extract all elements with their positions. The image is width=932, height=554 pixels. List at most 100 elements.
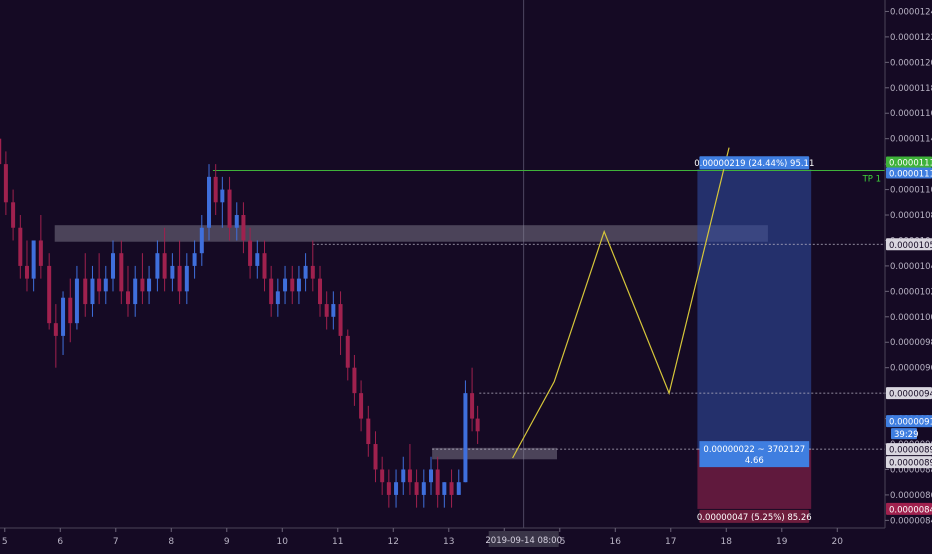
y-tick-label: 0.00000960 (890, 364, 932, 374)
x-tick-label: 7 (113, 537, 119, 547)
candle-body (147, 278, 152, 292)
axis-tag-target-bg (886, 167, 932, 179)
y-tick-label: 0.00000840 (890, 516, 932, 526)
candle-body (140, 278, 145, 292)
candle-body (241, 215, 246, 241)
candle-body (269, 278, 274, 305)
zones-layer (54, 225, 768, 460)
position-entry-label: 0.00000022 ~ 3702127 (703, 445, 805, 455)
labels-layer: 0.00000219 (24.44%) 95.11 0.00000022 ~ 37… (694, 156, 932, 523)
candle-body (11, 202, 16, 228)
candle-body (0, 138, 2, 165)
y-tick-label: 0.00001220 (890, 33, 932, 43)
candle-body (429, 469, 434, 483)
axis-tag-resistance: 0.00001057 (889, 241, 932, 251)
candle-body (463, 393, 468, 483)
y-tick-label: 0.00001040 (890, 262, 932, 272)
candle-body (296, 278, 301, 292)
x-tick-label: 6 (57, 537, 63, 547)
x-tick-label: 16 (610, 537, 622, 547)
axis-tag-countdown: 39:29 (894, 430, 919, 440)
x-tick-label: 18 (721, 537, 733, 547)
candle-body (192, 253, 197, 266)
candle-body (324, 304, 329, 317)
candle-body (442, 482, 447, 495)
candle-body (24, 265, 29, 279)
projection-path (512, 147, 730, 459)
candle-body (53, 323, 58, 336)
axis-tag-entry-2: 0.00000896 (889, 459, 932, 469)
candle-body (234, 215, 239, 228)
sr-zone (432, 447, 557, 460)
candle-body (345, 335, 350, 368)
axis-tag-current: 0.00000918 (889, 418, 932, 428)
candle-body (394, 482, 399, 495)
cursor-date-bg (488, 531, 559, 547)
candle-body (407, 469, 412, 483)
candle-body (47, 265, 52, 324)
axis-tag-entry-bg (886, 443, 932, 456)
candle-body (401, 469, 406, 483)
axis-tag-target: 0.00001115 (889, 169, 932, 179)
axis-tag-tp-bg (886, 156, 932, 168)
candle-body (68, 297, 73, 324)
x-tick-label: 15 (554, 537, 565, 547)
axis-tag-support: 0.00000940 (889, 390, 932, 400)
candle-body (227, 189, 232, 228)
candle-body (262, 253, 267, 279)
y-tick-label: 0.00001240 (890, 7, 932, 17)
candle-body (318, 278, 323, 305)
candle-body (373, 444, 378, 470)
position-target-label: 0.00000219 (24.44%) 95.11 (694, 159, 814, 169)
candle-body (133, 278, 138, 305)
levels-layer (212, 169, 885, 450)
axis-tag-stop: 0.00000849 (889, 505, 932, 515)
time-axis[interactable]: 5678910111213141516171819202019-09-14 08… (0, 527, 885, 547)
candle-body (177, 265, 182, 292)
x-tick-label: 11 (332, 537, 343, 547)
candle-body (74, 278, 79, 324)
axis-tag-stop-bg (886, 502, 932, 515)
y-tick-label: 0.00001080 (890, 211, 932, 221)
candle-body (111, 253, 115, 279)
position-profit-zone (697, 169, 812, 450)
candle-body (162, 253, 167, 279)
x-tick-label: 17 (665, 537, 676, 547)
x-tick-label: 19 (776, 537, 788, 547)
y-tick-label: 0.00001200 (890, 58, 932, 68)
candle-body (199, 227, 204, 254)
tp-text: TP 1 (862, 174, 881, 184)
candle-body (414, 482, 419, 495)
candle-body (290, 278, 295, 292)
candle-body (435, 469, 440, 495)
candle-body (213, 176, 218, 203)
y-tick-label: 0.00001160 (890, 109, 932, 119)
position-stop-label-bg (699, 509, 810, 523)
axis-tag-resistance-bg (886, 238, 932, 251)
candle-body (338, 304, 343, 336)
y-tick-label: 0.00000980 (890, 338, 932, 348)
candle-body (184, 265, 189, 292)
y-tick-label: 0.00000880 (890, 465, 932, 475)
axis-tag-tp: 0.00001115 (889, 158, 932, 168)
candle-body (119, 253, 124, 292)
candle-body (38, 240, 43, 266)
x-tick-label: 8 (168, 537, 174, 547)
candle-body (352, 367, 357, 394)
candle-body (155, 253, 160, 279)
y-tick-label: 0.00001140 (890, 135, 932, 145)
candle-body (331, 304, 336, 317)
candle-body (275, 291, 280, 305)
x-tick-label: 13 (443, 537, 454, 547)
candle-body (380, 469, 385, 483)
position-entry-label-bg (699, 441, 810, 468)
axis-tag-entry-2-bg (886, 456, 932, 469)
cursor-date-label: 2019-09-14 08:00 (485, 536, 562, 546)
candle-body (255, 253, 260, 266)
position-stop-label: 0.00000047 (5.25%) 85.26 (697, 513, 812, 523)
candle-body (303, 265, 308, 279)
x-tick-label: 20 (832, 537, 844, 547)
y-tick-label: 0.00001000 (890, 313, 932, 323)
